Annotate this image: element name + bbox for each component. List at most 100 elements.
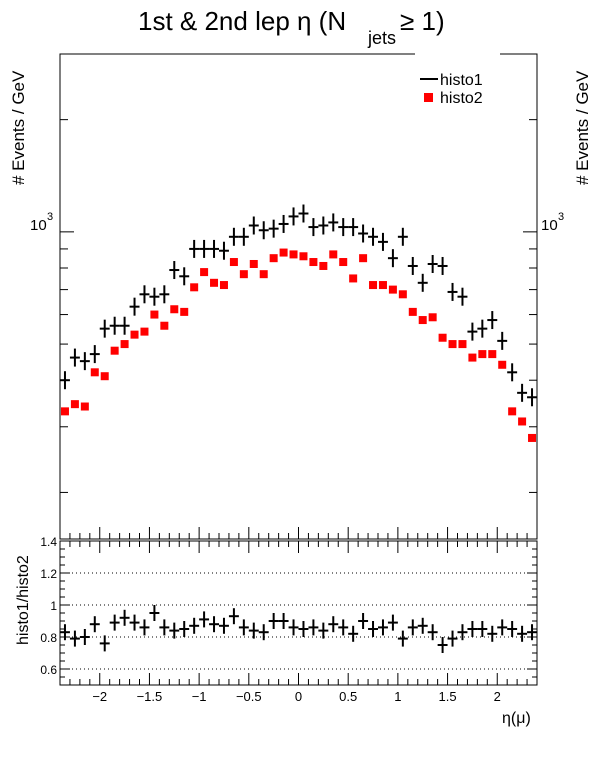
ratio-point [397,630,408,647]
histo2-point [200,268,209,277]
histo2-point [249,259,258,268]
histo2-point [210,278,219,287]
histo1-point [427,254,438,273]
histo1-point [139,285,150,304]
histo2-point [190,283,199,292]
upper-ytick-label-left: 10 [30,217,47,234]
ratio-point [427,624,438,641]
ratio-point [487,625,498,642]
histo2-point [408,307,417,316]
lower-ytick-label: 1.4 [40,535,57,549]
lower-xtick-label: −0.5 [236,689,262,704]
ratio-point [238,619,249,636]
legend-label-histo1: histo1 [440,72,483,89]
histo2-point [269,254,278,263]
ratio-point [497,619,508,636]
ratio-point [387,614,398,631]
histo2-point [80,402,89,411]
histo2-point [289,250,298,259]
lower-ytick-label: 1 [50,599,57,613]
histo1-point [407,256,418,275]
histo1-point [527,388,537,407]
histo2-point [130,330,139,339]
chart-title-main: 1st & 2nd lep η (N [138,6,346,36]
legend-label-histo2: histo2 [440,90,483,107]
histo1-point [467,322,478,341]
upper-ylabel-right: # Events / GeV [573,70,592,185]
histo2-point [448,340,457,349]
histo2-point [438,333,447,342]
histo1-point [119,316,130,335]
ratio-point [407,619,418,636]
ratio-point [447,630,458,647]
ratio-point [268,613,279,629]
histo1-point [477,319,488,338]
lower-xtick-label: 1.5 [439,689,457,704]
lower-xtick-label: −1.5 [137,689,163,704]
histo2-point [329,250,338,259]
ratio-point [169,622,180,639]
lower-plot-frame [59,540,538,686]
histo2-point [418,316,427,325]
histo2-point [339,258,348,267]
histo2-point [100,372,109,381]
histo1-point [378,232,388,251]
histo2-point [239,270,248,279]
histo1-point [268,219,279,238]
histo1-point [397,227,408,246]
ratio-point [378,619,388,636]
lower-axis-ticks: 0.6 0.8 1 1.2 1.4 −2 −1.5 −1 −0.5 0 0.5 1 1.5 2 [40,535,538,704]
histo2-point [90,368,99,377]
upper-ytick-exp-left: 3 [47,211,53,223]
upper-ytick-exp-right: 3 [558,211,564,223]
histo1-point [238,227,249,246]
histo2-point [518,417,527,426]
histo1-point [348,218,359,237]
histo1-point [79,352,90,371]
histo1-point [497,331,508,350]
histo2-point [60,407,69,416]
ratio-point [60,624,70,641]
ratio-point [467,621,478,637]
histo1-point [308,218,319,237]
ratio-point [79,629,90,645]
ratio-point [179,621,190,637]
ratio-point [308,619,319,636]
histo2-point [359,254,368,263]
legend: histo1 histo2 [420,72,483,107]
ratio-point [139,619,150,636]
histo2-point [140,327,149,336]
histo1-point [507,363,518,382]
histo1-point [228,227,239,246]
histo1-point [517,383,528,402]
histo2-point [180,307,189,316]
histo2-point [528,433,537,442]
ratio-point [228,608,239,625]
histo2-point [478,350,487,359]
ratio-point [89,616,100,633]
ratio-point [318,622,329,639]
histo2-point [508,407,517,416]
ratio-point [69,630,80,647]
histo2-point [458,340,467,349]
lower-xtick-label: 1 [394,689,401,704]
histo2-point [309,258,318,267]
histo2-point [120,340,129,349]
histo1-point [338,218,349,237]
histo1-point [219,241,229,260]
histo2-point [398,290,407,299]
histo2-point [378,281,387,290]
histo1-point [457,287,468,306]
histo2-point [150,310,159,319]
ratio-point [278,613,289,629]
ratio-point [189,617,200,634]
ratio-point [328,616,339,633]
ratio-point [99,635,110,652]
series-histo2 [60,248,537,442]
histo2-point [299,252,308,261]
histo2-point [160,321,169,330]
histo2-point [259,270,268,279]
histo1-point [437,256,448,275]
lower-ytick-label: 1.2 [40,567,57,581]
